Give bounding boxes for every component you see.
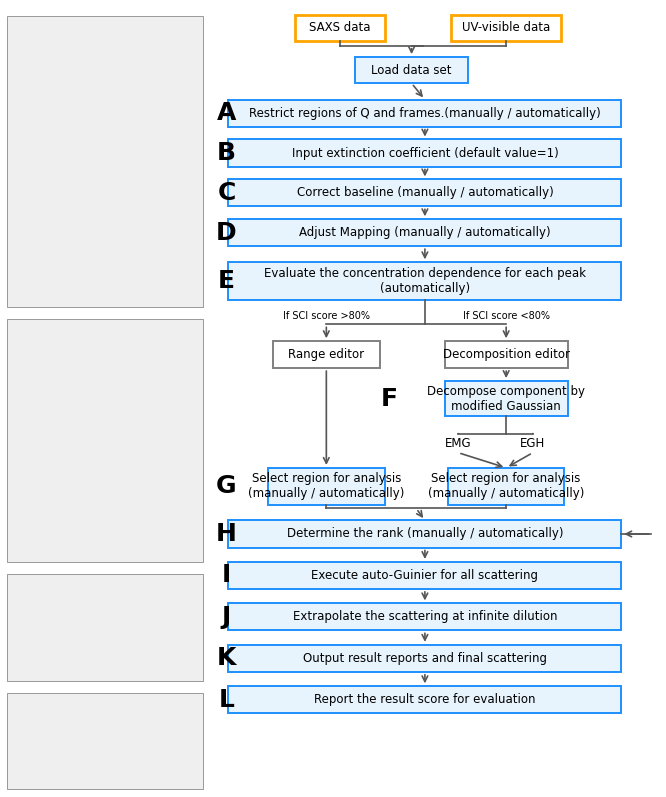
Text: K: K (216, 646, 236, 670)
Text: Determine the rank (manually / automatically): Determine the rank (manually / automatic… (286, 528, 563, 540)
Text: D: D (216, 221, 236, 245)
Text: A: A (216, 101, 236, 125)
Text: Evaluate the concentration dependence for each peak
(automatically): Evaluate the concentration dependence fo… (264, 267, 586, 296)
Text: EGH: EGH (520, 437, 545, 450)
FancyBboxPatch shape (268, 468, 384, 505)
Text: Extrapolate the scattering at infinite dilution: Extrapolate the scattering at infinite d… (292, 611, 557, 623)
FancyBboxPatch shape (228, 139, 621, 167)
Text: SAXS data: SAXS data (309, 22, 370, 34)
Text: Range editor: Range editor (288, 348, 364, 361)
FancyBboxPatch shape (228, 219, 621, 246)
Text: UV-visible data: UV-visible data (462, 22, 550, 34)
Text: Correct baseline (manually / automatically): Correct baseline (manually / automatical… (296, 186, 553, 199)
Text: Execute auto-Guinier for all scattering: Execute auto-Guinier for all scattering (312, 569, 538, 582)
Text: If SCI score <80%: If SCI score <80% (463, 311, 549, 321)
Text: H: H (216, 522, 237, 546)
Text: If SCI score >80%: If SCI score >80% (283, 311, 370, 321)
Text: I: I (222, 563, 231, 587)
Text: Load data set: Load data set (372, 64, 452, 77)
Text: Select region for analysis
(manually / automatically): Select region for analysis (manually / a… (428, 472, 584, 501)
Text: Report the result score for evaluation: Report the result score for evaluation (314, 693, 535, 706)
FancyBboxPatch shape (273, 341, 380, 368)
Text: Input extinction coefficient (default value=1): Input extinction coefficient (default va… (292, 147, 558, 159)
Text: E: E (218, 269, 235, 293)
Text: Select region for analysis
(manually / automatically): Select region for analysis (manually / a… (248, 472, 404, 501)
FancyBboxPatch shape (452, 15, 561, 41)
Text: B: B (217, 141, 236, 165)
Text: G: G (216, 474, 236, 498)
FancyBboxPatch shape (228, 645, 621, 672)
Text: Restrict regions of Q and frames.(manually / automatically): Restrict regions of Q and frames.(manual… (249, 107, 601, 120)
Text: L: L (218, 688, 234, 712)
FancyBboxPatch shape (355, 57, 468, 83)
Text: J: J (222, 605, 231, 629)
FancyBboxPatch shape (228, 100, 621, 127)
FancyBboxPatch shape (228, 262, 621, 300)
FancyBboxPatch shape (228, 686, 621, 713)
FancyBboxPatch shape (228, 603, 621, 630)
FancyBboxPatch shape (7, 319, 203, 562)
Text: Adjust Mapping (manually / automatically): Adjust Mapping (manually / automatically… (299, 226, 551, 239)
FancyBboxPatch shape (448, 468, 564, 505)
Text: Decompose component by
modified Gaussian: Decompose component by modified Gaussian (427, 384, 585, 413)
FancyBboxPatch shape (228, 562, 621, 589)
Text: C: C (217, 181, 236, 205)
Text: F: F (381, 387, 398, 410)
FancyBboxPatch shape (228, 520, 621, 548)
FancyBboxPatch shape (7, 16, 203, 307)
FancyBboxPatch shape (7, 574, 203, 681)
Text: Decomposition editor: Decomposition editor (443, 348, 569, 361)
FancyBboxPatch shape (294, 15, 385, 41)
Text: Output result reports and final scattering: Output result reports and final scatteri… (303, 652, 547, 665)
FancyBboxPatch shape (445, 381, 567, 416)
FancyBboxPatch shape (7, 693, 203, 789)
FancyBboxPatch shape (228, 179, 621, 206)
FancyBboxPatch shape (445, 341, 567, 368)
Text: EMG: EMG (445, 437, 472, 450)
